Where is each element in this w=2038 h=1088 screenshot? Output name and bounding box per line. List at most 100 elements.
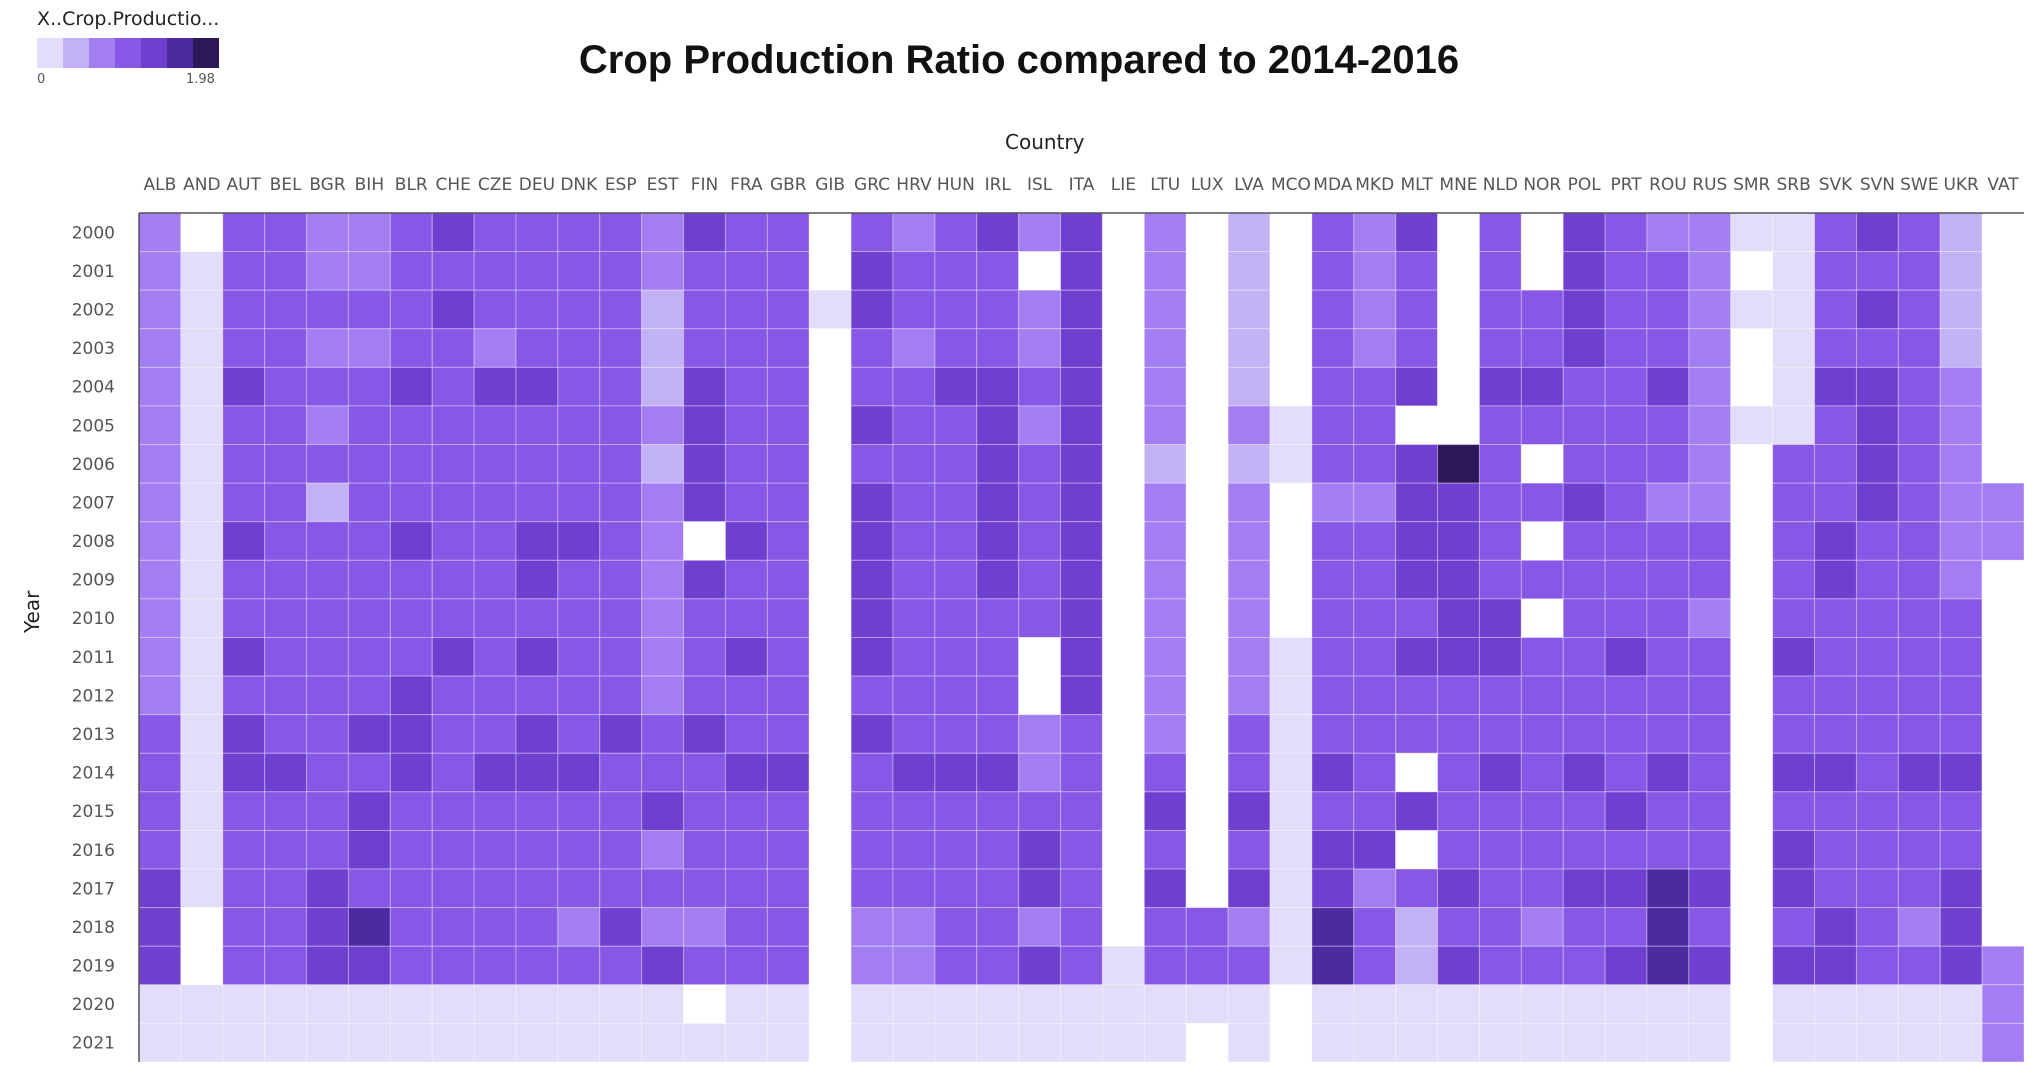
heatmap-cell bbox=[222, 405, 266, 446]
x-tick-label: DEU bbox=[519, 175, 555, 195]
heatmap-cell bbox=[1269, 945, 1313, 986]
heatmap-cell bbox=[1855, 366, 1899, 407]
heatmap-cell bbox=[1437, 714, 1480, 754]
heatmap-cell bbox=[1897, 521, 1941, 561]
heatmap-cell bbox=[557, 637, 601, 677]
heatmap-cell bbox=[1353, 637, 1397, 677]
heatmap-cell bbox=[766, 945, 810, 986]
heatmap-cell bbox=[1311, 521, 1355, 561]
heatmap-cell bbox=[1855, 791, 1899, 831]
heatmap-cell bbox=[1311, 868, 1355, 909]
heatmap-cell bbox=[1939, 328, 1983, 368]
heatmap-cell bbox=[683, 984, 726, 1024]
heatmap-cell bbox=[1185, 366, 1229, 407]
heatmap-cell bbox=[1185, 559, 1229, 600]
heatmap-cell bbox=[724, 366, 768, 407]
heatmap-cell bbox=[1395, 984, 1439, 1024]
heatmap-cell bbox=[1730, 868, 1774, 909]
heatmap-cell bbox=[180, 714, 224, 754]
heatmap-cell bbox=[1772, 328, 1816, 368]
heatmap-cell bbox=[222, 945, 266, 986]
heatmap-cell bbox=[389, 829, 433, 870]
heatmap-cell bbox=[850, 675, 894, 716]
heatmap-cell bbox=[473, 405, 517, 446]
heatmap-cell bbox=[1395, 405, 1439, 446]
heatmap-cell bbox=[1143, 444, 1187, 484]
heatmap-cell bbox=[1562, 1022, 1606, 1063]
heatmap-cell bbox=[1604, 598, 1648, 639]
heatmap-cell bbox=[724, 444, 768, 484]
heatmap-cell bbox=[1185, 328, 1229, 368]
y-tick-label: 2006 bbox=[72, 455, 115, 475]
heatmap-cell bbox=[1353, 251, 1397, 291]
legend-swatch bbox=[115, 38, 141, 68]
heatmap-cell bbox=[1143, 945, 1187, 986]
heatmap-cell bbox=[1520, 366, 1564, 407]
heatmap-cell bbox=[222, 328, 266, 368]
heatmap-cell bbox=[850, 521, 894, 561]
heatmap-cell bbox=[306, 714, 349, 754]
heatmap-cell bbox=[431, 984, 475, 1024]
heatmap-cell bbox=[766, 637, 810, 677]
heatmap-cell bbox=[1855, 637, 1899, 677]
heatmap-cell bbox=[683, 405, 726, 446]
heatmap-cell bbox=[1981, 212, 2025, 253]
heatmap-cell bbox=[1562, 328, 1606, 368]
heatmap-cell bbox=[1646, 521, 1690, 561]
heatmap-cell bbox=[892, 945, 936, 986]
heatmap-cell bbox=[1897, 637, 1941, 677]
heatmap-cell bbox=[641, 868, 685, 909]
heatmap-cell bbox=[557, 289, 601, 330]
heatmap-cell bbox=[1897, 444, 1941, 484]
heatmap-cell bbox=[892, 444, 936, 484]
heatmap-cell bbox=[1855, 752, 1899, 793]
heatmap-cell bbox=[1855, 212, 1899, 253]
heatmap-cell bbox=[1269, 829, 1313, 870]
heatmap-cell bbox=[389, 482, 433, 523]
heatmap-cell bbox=[1060, 289, 1103, 330]
heatmap-cell bbox=[1604, 444, 1648, 484]
heatmap-cell bbox=[264, 791, 308, 831]
heatmap-cell bbox=[1897, 366, 1941, 407]
heatmap-cell bbox=[1185, 482, 1229, 523]
x-tick-label: AUT bbox=[226, 175, 261, 195]
heatmap-cell bbox=[1185, 907, 1229, 947]
heatmap-cell bbox=[766, 907, 810, 947]
heatmap-cell bbox=[1311, 945, 1355, 986]
heatmap-cell bbox=[1395, 482, 1439, 523]
heatmap-cell bbox=[1604, 791, 1648, 831]
heatmap-cell bbox=[1143, 714, 1187, 754]
heatmap-cell bbox=[1311, 289, 1355, 330]
heatmap-cell bbox=[1772, 251, 1816, 291]
heatmap-cell bbox=[306, 482, 349, 523]
heatmap-cell bbox=[1353, 598, 1397, 639]
heatmap-cell bbox=[1018, 868, 1062, 909]
heatmap-cell bbox=[1143, 984, 1187, 1024]
heatmap-cell bbox=[850, 405, 894, 446]
heatmap-cell bbox=[515, 829, 559, 870]
heatmap-cell bbox=[766, 521, 810, 561]
heatmap-cell bbox=[892, 791, 936, 831]
heatmap-cell bbox=[180, 444, 224, 484]
heatmap-cell bbox=[180, 366, 224, 407]
heatmap-cell bbox=[1772, 1022, 1816, 1063]
heatmap-cell bbox=[892, 637, 936, 677]
heatmap-cell bbox=[473, 482, 517, 523]
heatmap-cell bbox=[1939, 752, 1983, 793]
heatmap-cell bbox=[1939, 1022, 1983, 1063]
heatmap-cell bbox=[934, 868, 978, 909]
heatmap-cell bbox=[1772, 714, 1816, 754]
heatmap-cell bbox=[1814, 791, 1857, 831]
heatmap-cell bbox=[264, 328, 308, 368]
heatmap-cell bbox=[1143, 791, 1187, 831]
heatmap-cell bbox=[892, 868, 936, 909]
heatmap-cell bbox=[599, 212, 643, 253]
heatmap-cell bbox=[1562, 714, 1606, 754]
heatmap-cell bbox=[641, 714, 685, 754]
heatmap-cell bbox=[1562, 907, 1606, 947]
heatmap-cell bbox=[389, 444, 433, 484]
heatmap-cell bbox=[1562, 405, 1606, 446]
heatmap-cell bbox=[1143, 366, 1187, 407]
heatmap-cell bbox=[1855, 482, 1899, 523]
heatmap-cell bbox=[1939, 675, 1983, 716]
